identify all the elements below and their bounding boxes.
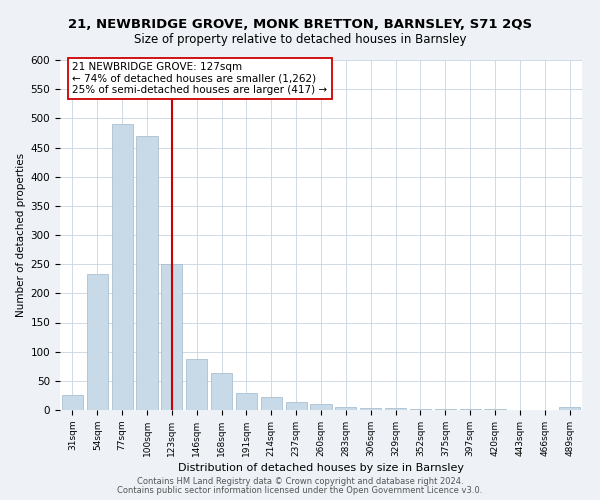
Text: Size of property relative to detached houses in Barnsley: Size of property relative to detached ho… <box>134 32 466 46</box>
Bar <box>236 392 257 410</box>
Bar <box>161 264 182 410</box>
Bar <box>286 402 307 410</box>
Text: Contains public sector information licensed under the Open Government Licence v3: Contains public sector information licen… <box>118 486 482 495</box>
Bar <box>360 408 381 410</box>
Text: 21, NEWBRIDGE GROVE, MONK BRETTON, BARNSLEY, S71 2QS: 21, NEWBRIDGE GROVE, MONK BRETTON, BARNS… <box>68 18 532 30</box>
Bar <box>211 373 232 410</box>
Bar <box>112 124 133 410</box>
Bar <box>62 396 83 410</box>
Y-axis label: Number of detached properties: Number of detached properties <box>16 153 26 317</box>
X-axis label: Distribution of detached houses by size in Barnsley: Distribution of detached houses by size … <box>178 463 464 473</box>
Bar <box>136 136 158 410</box>
Bar <box>87 274 108 410</box>
Bar <box>261 397 282 410</box>
Text: 21 NEWBRIDGE GROVE: 127sqm
← 74% of detached houses are smaller (1,262)
25% of s: 21 NEWBRIDGE GROVE: 127sqm ← 74% of deta… <box>73 62 328 95</box>
Bar <box>186 358 207 410</box>
Bar <box>559 407 580 410</box>
Bar <box>310 404 332 410</box>
Bar <box>385 408 406 410</box>
Text: Contains HM Land Registry data © Crown copyright and database right 2024.: Contains HM Land Registry data © Crown c… <box>137 477 463 486</box>
Bar <box>410 409 431 410</box>
Bar <box>335 406 356 410</box>
